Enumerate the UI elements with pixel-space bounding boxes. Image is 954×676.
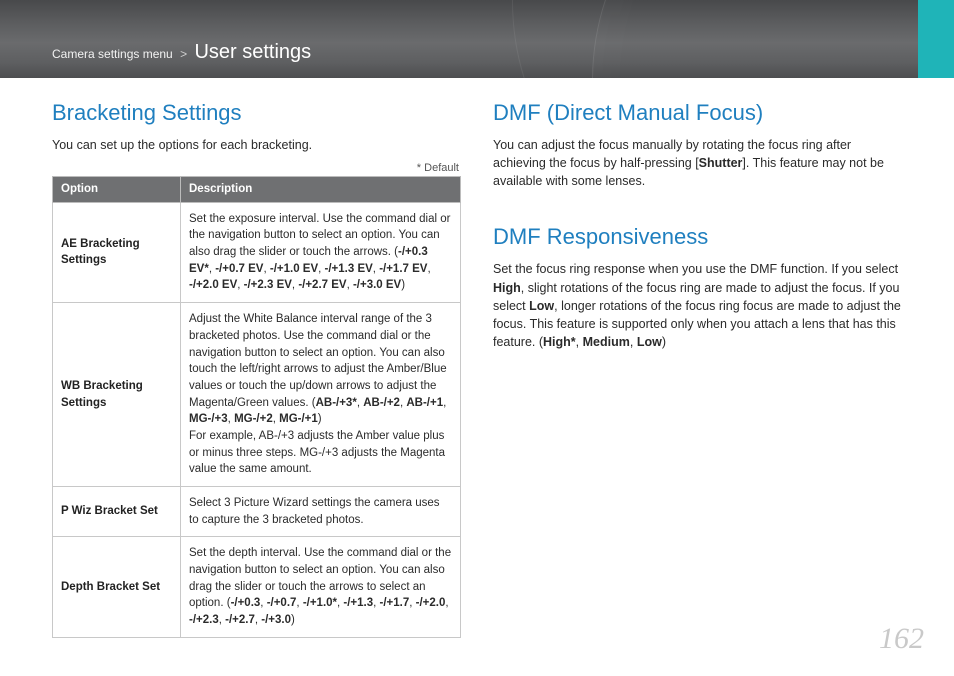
bracketing-table: Option Description AE Bracketing Setting… [52,176,461,637]
section-title-dmf: DMF (Direct Manual Focus) [493,100,902,126]
table-cell-description: Adjust the White Balance interval range … [181,303,461,487]
accent-tab [918,0,954,78]
section-title-bracketing: Bracketing Settings [52,100,461,126]
table-cell-option: Depth Bracket Set [53,537,181,637]
page-number: 162 [879,622,924,656]
dmf-body: You can adjust the focus manually by rot… [493,136,902,190]
table-cell-option: P Wiz Bracket Set [53,486,181,536]
table-cell-option: AE Bracketing Settings [53,202,181,302]
table-cell-option: WB Bracketing Settings [53,303,181,487]
table-header-option: Option [53,177,181,203]
table-cell-description: Select 3 Picture Wizard settings the cam… [181,486,461,536]
content-area: Bracketing Settings You can set up the o… [52,100,902,638]
breadcrumb-category: Camera settings menu [52,47,173,61]
right-column: DMF (Direct Manual Focus) You can adjust… [493,100,902,638]
section-title-dmf-resp: DMF Responsiveness [493,224,902,250]
header-band: Camera settings menu > User settings [0,0,954,78]
table-row: P Wiz Bracket SetSelect 3 Picture Wizard… [53,486,461,536]
dmf-section: DMF (Direct Manual Focus) You can adjust… [493,100,902,190]
table-row: Depth Bracket SetSet the depth interval.… [53,537,461,637]
dmf-responsiveness-section: DMF Responsiveness Set the focus ring re… [493,224,902,351]
table-row: AE Bracketing SettingsSet the exposure i… [53,202,461,302]
table-row: WB Bracketing SettingsAdjust the White B… [53,303,461,487]
table-cell-description: Set the depth interval. Use the command … [181,537,461,637]
default-marker: * Default [52,162,461,174]
breadcrumb: Camera settings menu > User settings [52,41,311,64]
breadcrumb-active: User settings [194,41,311,63]
dmf-resp-body: Set the focus ring response when you use… [493,260,902,351]
table-cell-description: Set the exposure interval. Use the comma… [181,202,461,302]
chevron-right-icon: > [176,47,191,61]
table-header-description: Description [181,177,461,203]
left-column: Bracketing Settings You can set up the o… [52,100,461,638]
bracketing-table-body: AE Bracketing SettingsSet the exposure i… [53,202,461,637]
dmf-resp-opts: High*, Medium, Low [543,335,662,349]
bracketing-intro: You can set up the options for each brac… [52,136,461,154]
